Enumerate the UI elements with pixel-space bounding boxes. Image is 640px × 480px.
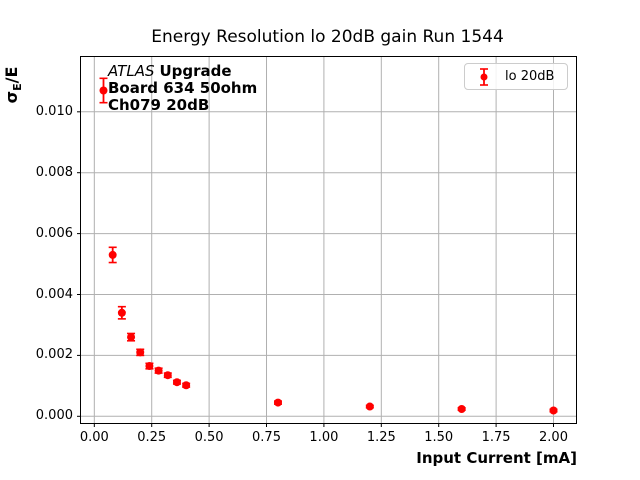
y-tick-label: 0.002	[35, 347, 73, 363]
data-point	[365, 402, 374, 411]
data-point	[549, 406, 558, 415]
data-point	[99, 86, 108, 95]
x-tick-label: 0.25	[137, 430, 167, 445]
legend: lo 20dB	[464, 63, 568, 90]
y-tick-label: 0.000	[35, 408, 73, 424]
data-point	[172, 378, 181, 387]
y-axis-label: σE/E	[2, 67, 24, 104]
x-tick-label: 0.75	[252, 430, 281, 445]
annotation-line-3: Ch079 20dB	[108, 96, 210, 114]
legend-label: lo 20dB	[505, 69, 555, 84]
x-tick-label: 1.00	[309, 430, 339, 445]
data-point	[108, 250, 117, 259]
y-axis-label-sigma: σ	[1, 90, 21, 104]
y-axis-label-subscript: E	[11, 83, 25, 91]
legend-errorbar-icon	[480, 67, 488, 86]
data-point	[145, 362, 154, 371]
x-tick-label: 1.50	[424, 430, 454, 445]
chart-title: Energy Resolution lo 20dB gain Run 1544	[151, 27, 504, 47]
y-tick-label: 0.008	[35, 164, 73, 180]
annotation-upgrade: Upgrade	[159, 62, 232, 80]
y-tick-label: 0.004	[35, 286, 73, 302]
x-tick-label: 1.75	[481, 430, 511, 445]
x-axis-label: Input Current [mA]	[416, 449, 577, 467]
data-point	[163, 371, 172, 380]
y-tick-label: 0.010	[35, 103, 73, 119]
plot-canvas	[77, 57, 576, 427]
y-axis-label-suffix: /E	[1, 66, 21, 84]
data-point	[182, 381, 191, 390]
data-point	[154, 366, 163, 375]
y-tick-label: 0.006	[35, 225, 73, 241]
annotation-block: ATLAS Upgrade Board 634 50ohm Ch079 20dB	[108, 63, 257, 114]
data-point	[136, 348, 145, 357]
x-tick-label: 0.00	[79, 430, 109, 445]
annotation-line-2: Board 634 50ohm	[108, 79, 258, 97]
x-tick-label: 2.00	[539, 430, 568, 445]
annotation-line-1: ATLAS Upgrade	[108, 63, 257, 80]
plot-area: ATLAS Upgrade Board 634 50ohm Ch079 20dB …	[36, 56, 577, 445]
annotation-atlas: ATLAS	[108, 62, 155, 80]
data-point	[273, 398, 282, 407]
data-point	[127, 333, 136, 342]
data-point	[457, 404, 466, 413]
data-point	[117, 308, 126, 317]
x-tick-label: 1.25	[366, 430, 396, 445]
x-tick-label: 0.50	[194, 430, 224, 445]
